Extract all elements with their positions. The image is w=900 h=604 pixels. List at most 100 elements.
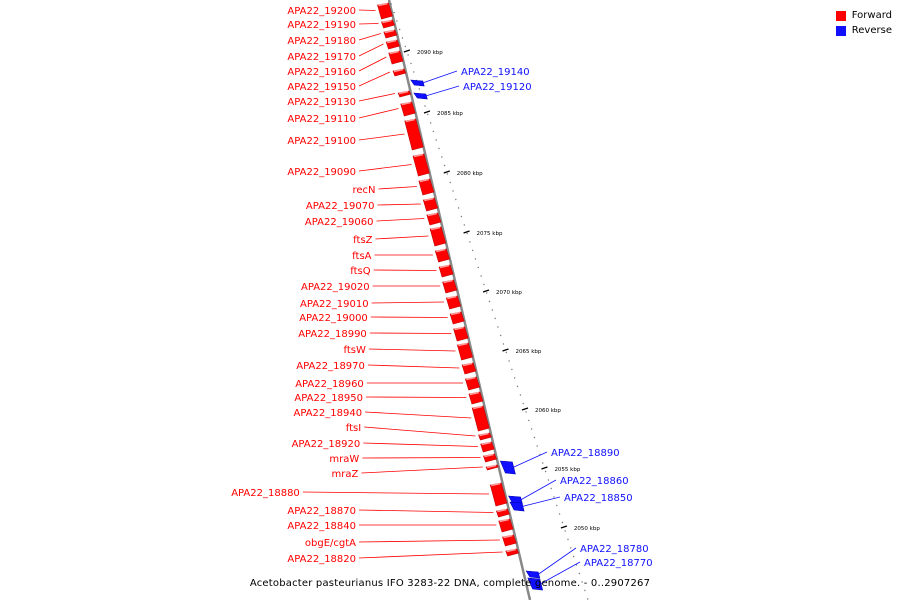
label-leader: [540, 561, 581, 585]
ruler-dot: [530, 428, 533, 430]
tick-mark: [482, 289, 490, 293]
gene-highlight: [466, 376, 476, 381]
ruler-dot: [466, 232, 468, 235]
forward-gene-label: APA22_18950: [294, 393, 363, 404]
ruler-dot: [469, 241, 471, 243]
reverse-gene-label: APA22_18850: [564, 493, 633, 504]
reverse-gene-apa22-18890: [499, 460, 516, 475]
tick-mark: [443, 170, 450, 174]
ruler-dot: [407, 54, 409, 56]
label-leader: [358, 509, 494, 513]
ruler-dot: [432, 130, 435, 133]
ruler-dot: [502, 343, 505, 345]
ruler-dot: [393, 11, 395, 14]
ruler-dot: [514, 377, 516, 379]
genome-backbone: [387, 0, 532, 601]
label-leader: [369, 332, 452, 334]
tick-mark: [521, 407, 529, 411]
forward-gene-label: APA22_19020: [301, 282, 370, 293]
label-leader: [537, 547, 577, 575]
tick-label: 2055 kbp: [554, 467, 580, 473]
ruler-dot: [446, 173, 449, 175]
forward-gene-label: APA22_18820: [287, 554, 356, 565]
forward-gene-label: APA22_18870: [287, 506, 356, 517]
gene-highlight: [430, 226, 441, 231]
tick-label: 2075 kbp: [477, 231, 503, 237]
tick-label: 2065 kbp: [516, 349, 542, 355]
ruler-dot: [508, 360, 510, 362]
label-leader: [521, 496, 561, 507]
label-leader: [358, 9, 376, 11]
forward-gene-label: APA22_19190: [287, 20, 356, 31]
ruler-dot: [505, 351, 507, 354]
ruler-dot: [413, 71, 415, 73]
label-leader: [363, 442, 478, 447]
forward-gene-label: APA22_19130: [287, 97, 356, 108]
label-leader: [425, 85, 460, 97]
label-leader: [358, 33, 381, 41]
legend-forward-label: Forward: [851, 10, 892, 21]
gene-highlight: [393, 68, 404, 73]
tick-label: 2080 kbp: [457, 171, 483, 177]
reverse-gene-apa22-18770: [527, 577, 544, 591]
genome-caption: Acetobacter pasteurianus IFO 3283-22 DNA…: [249, 578, 651, 589]
legend-forward[interactable]: Forward: [835, 8, 892, 23]
label-leader: [520, 479, 557, 501]
legend-reverse[interactable]: Reverse: [835, 23, 892, 38]
ruler-dot: [460, 215, 463, 218]
label-leader: [373, 269, 437, 271]
ruler-dot: [581, 581, 583, 583]
ruler-dot: [522, 402, 524, 405]
gene-highlight: [454, 326, 464, 331]
ruler-dot: [472, 249, 474, 252]
label-leader: [378, 186, 417, 190]
gene-highlight: [497, 508, 507, 513]
tick-mark: [463, 230, 470, 234]
label-leader: [361, 466, 483, 474]
tick-label: 2090 kbp: [417, 50, 443, 56]
forward-gene-label: APA22_19100: [287, 136, 356, 147]
tick-label: 2070 kbp: [496, 290, 522, 296]
gene-highlight: [491, 482, 501, 487]
tick-label: 2050 kbp: [574, 526, 600, 532]
reverse-gene-label: APA22_18860: [560, 476, 629, 487]
forward-gene-apa22-18940: [471, 405, 490, 432]
label-leader: [376, 218, 425, 222]
ruler-dot: [441, 156, 443, 158]
forward-gene-label: APA22_18960: [295, 379, 364, 390]
ruler-dot: [438, 147, 440, 150]
ruler-dot: [511, 368, 513, 371]
reverse-gene-apa22-19140: [410, 79, 425, 87]
label-leader: [371, 301, 444, 304]
ruler-dot: [556, 504, 558, 507]
tick-mark: [502, 348, 509, 352]
ruler-dot: [480, 275, 482, 277]
forward-gene-label: APA22_18840: [287, 521, 356, 532]
gene-highlight: [499, 518, 509, 523]
gene-highlight: [447, 295, 457, 300]
label-leader: [365, 396, 467, 398]
ruler-dot: [491, 309, 493, 311]
ruler-dot: [547, 479, 550, 481]
gene-highlight: [481, 441, 491, 446]
label-leader: [358, 23, 379, 25]
gene-highlight: [398, 90, 409, 95]
ruler-dot: [570, 547, 572, 549]
ruler-dot: [401, 37, 404, 39]
reverse-gene-label: APA22_19120: [463, 82, 532, 93]
forward-gene-label: ftsQ: [350, 266, 370, 277]
forward-gene-label: APA22_19090: [287, 167, 356, 178]
label-leader: [512, 451, 548, 468]
gene-highlight: [436, 248, 446, 253]
gene-highlight: [401, 101, 411, 106]
label-leader: [358, 133, 405, 141]
ruler-dot: [519, 394, 522, 396]
ruler-dot: [500, 334, 502, 337]
label-leader: [358, 164, 412, 172]
label-leader: [358, 539, 500, 543]
ruler-dot: [410, 62, 412, 65]
ruler-dot: [558, 513, 561, 515]
label-leader: [358, 108, 399, 119]
